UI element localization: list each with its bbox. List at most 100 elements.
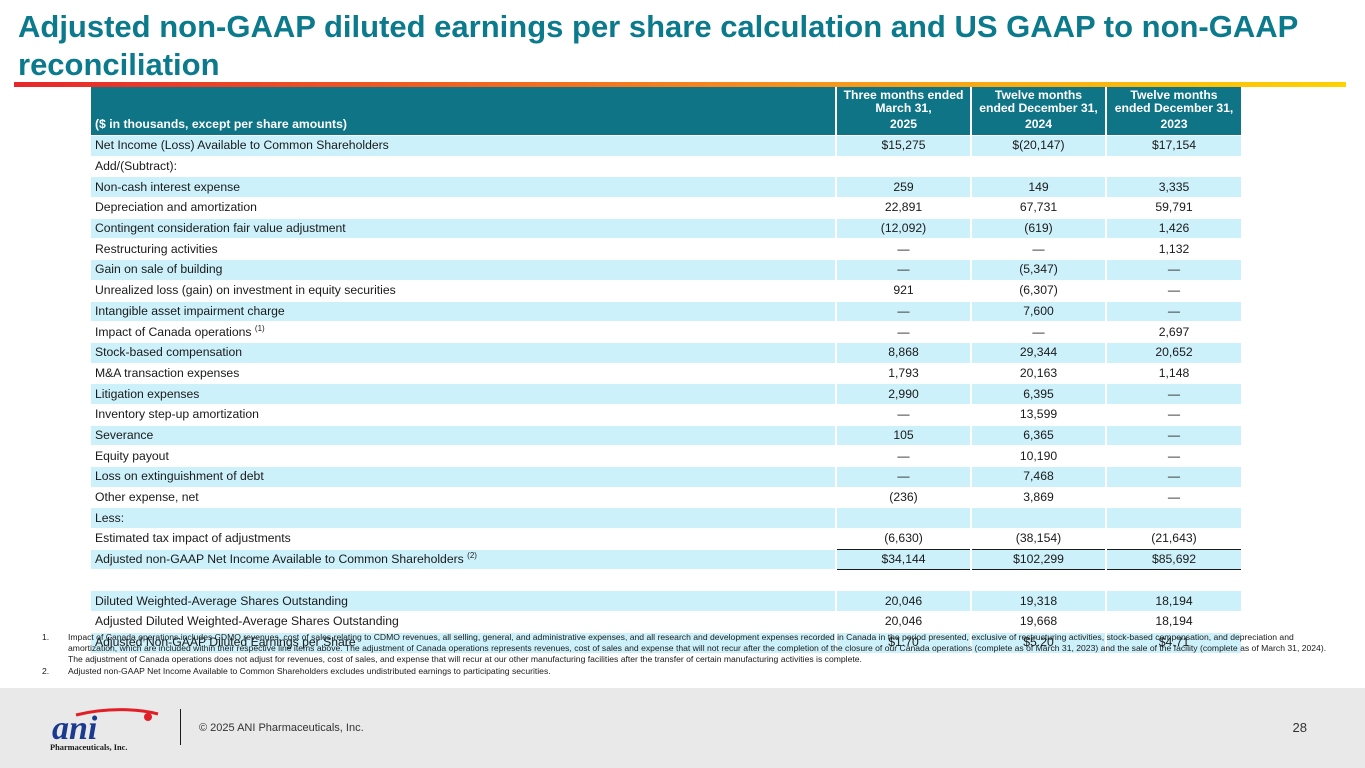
footnote-2: 2. Adjusted non-GAAP Net Income Availabl… bbox=[42, 666, 1332, 677]
value-cell: 1,148 bbox=[1105, 362, 1241, 385]
row-label: Loss on extinguishment of debt bbox=[91, 466, 836, 488]
row-label: Diluted Weighted-Average Shares Outstand… bbox=[91, 590, 836, 613]
value-cell: — bbox=[1105, 486, 1241, 509]
value-cell: 67,731 bbox=[970, 197, 1106, 219]
value-cell: — bbox=[835, 445, 971, 467]
row-label: Depreciation and amortization bbox=[91, 197, 836, 219]
row-label-text: Diluted Weighted-Average Shares Outstand… bbox=[95, 593, 348, 608]
value-cell: 2,697 bbox=[1105, 321, 1241, 343]
column-header-line2: ended December 31, bbox=[1114, 101, 1234, 115]
value-cell: — bbox=[970, 321, 1106, 343]
row-label-text: Adjusted Non-GAAP Diluted Earnings per S… bbox=[95, 635, 356, 650]
table-row: Add/(Subtract): bbox=[91, 155, 1241, 178]
row-label: Impact of Canada operations (1) bbox=[91, 321, 836, 343]
footnote-number: 1. bbox=[42, 632, 50, 642]
spacer-cell bbox=[91, 569, 1241, 592]
value-cell: — bbox=[835, 238, 971, 261]
value-cell: 6,395 bbox=[970, 383, 1106, 405]
row-label-text: Non-cash interest expense bbox=[95, 179, 240, 194]
row-label-text: Less: bbox=[95, 510, 125, 525]
value-cell: (236) bbox=[835, 486, 971, 509]
value-cell: 59,791 bbox=[1105, 197, 1241, 219]
value-cell: 18,194 bbox=[1105, 611, 1241, 633]
value-cell bbox=[835, 155, 971, 178]
row-label: Adjusted Diluted Weighted-Average Shares… bbox=[91, 611, 836, 633]
table-row: Impact of Canada operations (1) — —2,697 bbox=[91, 321, 1241, 343]
row-label: Litigation expenses bbox=[91, 383, 836, 405]
value-cell: 10,190 bbox=[970, 445, 1106, 467]
value-cell bbox=[1105, 507, 1241, 530]
value-cell: (38,154) bbox=[970, 528, 1106, 550]
value-cell: 1,132 bbox=[1105, 238, 1241, 261]
value-cell: 7,600 bbox=[970, 300, 1106, 323]
row-label: Non-cash interest expense bbox=[91, 176, 836, 199]
column-header-year: 2025 bbox=[889, 117, 918, 131]
value-cell: (6,307) bbox=[970, 279, 1106, 302]
table-row: Estimated tax impact of adjustments (6,63… bbox=[91, 528, 1241, 550]
row-label: Unrealized loss (gain) on investment in … bbox=[91, 279, 836, 302]
value-cell: 3,869 bbox=[970, 486, 1106, 509]
column-header-year: 2024 bbox=[1024, 117, 1053, 131]
value-cell: 19,668 bbox=[970, 611, 1106, 633]
row-label-text: Adjusted Diluted Weighted-Average Shares… bbox=[95, 614, 399, 629]
value-cell: 3,335 bbox=[1105, 176, 1241, 199]
value-cell: 20,046 bbox=[835, 611, 971, 633]
value-cell: — bbox=[1105, 424, 1241, 447]
table-row: Inventory step-up amortization —13,599— bbox=[91, 403, 1241, 426]
value-cell: 105 bbox=[835, 424, 971, 447]
table-row: Intangible asset impairment charge —7,600… bbox=[91, 300, 1241, 323]
row-label-text: Restructuring activities bbox=[95, 241, 218, 256]
row-label: M&A transaction expenses bbox=[91, 362, 836, 385]
column-header-line1: Twelve months bbox=[1130, 88, 1218, 102]
table-row: Unrealized loss (gain) on investment in … bbox=[91, 279, 1241, 302]
footnote-ref: (2) bbox=[467, 551, 477, 561]
row-label-text: Inventory step-up amortization bbox=[95, 407, 259, 422]
table-row: Net Income (Loss) Available to Common Sh… bbox=[91, 135, 1241, 157]
table-row: Stock-based compensation 8,868 29,344 20,65… bbox=[91, 341, 1241, 364]
value-cell: — bbox=[835, 300, 971, 323]
footnote-number: 2. bbox=[42, 666, 50, 676]
table-row: Depreciation and amortization 22,891 67,73… bbox=[91, 197, 1241, 219]
value-cell: $17,154 bbox=[1105, 135, 1241, 157]
column-header-fy-2023: Twelve months ended December 31, 2023 bbox=[1105, 87, 1241, 136]
row-label-text: Equity payout bbox=[95, 448, 169, 463]
value-cell: 29,344 bbox=[970, 341, 1106, 364]
footer-band bbox=[0, 688, 1365, 768]
value-cell: 7,468 bbox=[970, 466, 1106, 488]
row-label: Restructuring activities bbox=[91, 238, 836, 261]
value-cell: $34,144 bbox=[835, 548, 971, 571]
row-label-text: Unrealized loss (gain) on investment in … bbox=[95, 283, 396, 298]
spacer-row bbox=[91, 569, 1241, 592]
value-cell: (5,347) bbox=[970, 259, 1106, 281]
value-cell: — bbox=[835, 321, 971, 343]
table-row: Other expense, net (236) 3,869— bbox=[91, 486, 1241, 509]
value-cell bbox=[970, 507, 1106, 530]
title-accent-bar bbox=[14, 82, 1346, 87]
row-label-text: Stock-based compensation bbox=[95, 345, 243, 360]
page-number: 28 bbox=[1292, 720, 1307, 735]
row-label: Stock-based compensation bbox=[91, 341, 836, 364]
footnotes: 1. Impact of Canada operations includes … bbox=[42, 632, 1332, 678]
row-label: Other expense, net bbox=[91, 486, 836, 509]
row-label-text: Adjusted non-GAAP Net Income Available t… bbox=[95, 552, 464, 567]
value-cell: — bbox=[835, 403, 971, 426]
value-cell: — bbox=[835, 259, 971, 281]
row-label-text: Intangible asset impairment charge bbox=[95, 303, 285, 318]
value-cell: — bbox=[835, 466, 971, 488]
row-label: Net Income (Loss) Available to Common Sh… bbox=[91, 135, 836, 157]
value-cell: 259 bbox=[835, 176, 971, 199]
table-row: Non-cash interest expense 259 149 3,335 bbox=[91, 176, 1241, 199]
table-row: Less: bbox=[91, 507, 1241, 530]
logo-wordmark: ani bbox=[52, 710, 98, 747]
table-row: Adjusted Diluted Weighted-Average Shares… bbox=[91, 611, 1241, 633]
table-row: Gain on sale of building — (5,347) — bbox=[91, 259, 1241, 281]
footnote-1: 1. Impact of Canada operations includes … bbox=[42, 632, 1332, 665]
row-label-text: M&A transaction expenses bbox=[95, 365, 240, 380]
value-cell: $4.71 bbox=[1105, 631, 1241, 654]
value-cell bbox=[835, 507, 971, 530]
copyright-text: © 2025 ANI Pharmaceuticals, Inc. bbox=[199, 722, 364, 734]
value-cell: (12,092) bbox=[835, 217, 971, 240]
table-row: Equity payout —10,190— bbox=[91, 445, 1241, 467]
value-cell: 22,891 bbox=[835, 197, 971, 219]
row-label: Add/(Subtract): bbox=[91, 155, 836, 178]
